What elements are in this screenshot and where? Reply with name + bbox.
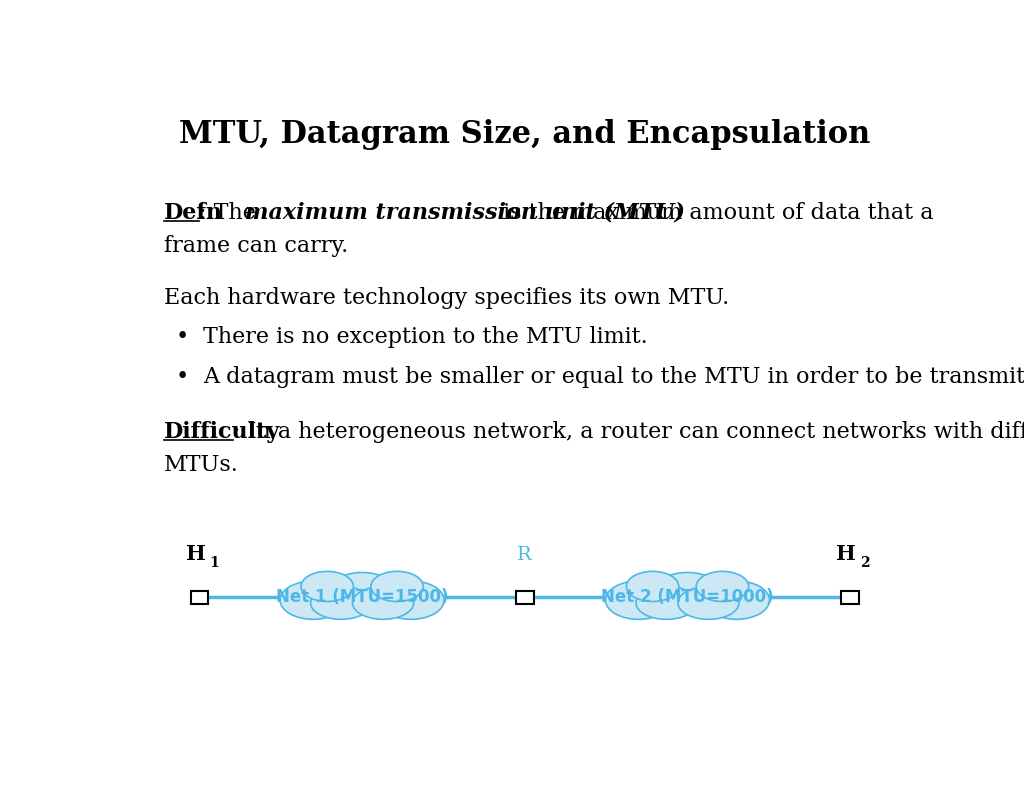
Text: : In a heterogeneous network, a router can connect networks with different: : In a heterogeneous network, a router c… bbox=[232, 421, 1024, 443]
Text: R: R bbox=[517, 546, 532, 564]
Ellipse shape bbox=[352, 586, 414, 619]
Text: •: • bbox=[176, 366, 188, 388]
Text: 1: 1 bbox=[210, 556, 219, 570]
Text: 2: 2 bbox=[860, 556, 870, 570]
Text: is the maximum amount of data that a: is the maximum amount of data that a bbox=[497, 202, 934, 224]
Ellipse shape bbox=[301, 571, 353, 601]
Text: : The: : The bbox=[199, 202, 262, 224]
Ellipse shape bbox=[652, 573, 722, 614]
Text: Each hardware technology specifies its own MTU.: Each hardware technology specifies its o… bbox=[164, 287, 729, 308]
Ellipse shape bbox=[378, 581, 444, 619]
Ellipse shape bbox=[371, 571, 423, 601]
Text: There is no exception to the MTU limit.: There is no exception to the MTU limit. bbox=[204, 327, 648, 348]
Ellipse shape bbox=[636, 586, 697, 619]
Ellipse shape bbox=[310, 586, 372, 619]
Text: MTU, Datagram Size, and Encapsulation: MTU, Datagram Size, and Encapsulation bbox=[179, 119, 870, 150]
Text: MTUs.: MTUs. bbox=[164, 454, 239, 476]
Ellipse shape bbox=[280, 581, 346, 619]
FancyBboxPatch shape bbox=[190, 591, 208, 604]
Ellipse shape bbox=[703, 581, 770, 619]
Text: H: H bbox=[185, 544, 206, 564]
Text: •: • bbox=[176, 327, 188, 348]
Ellipse shape bbox=[328, 573, 397, 614]
FancyBboxPatch shape bbox=[842, 591, 859, 604]
Text: Net 1 (MTU=1500): Net 1 (MTU=1500) bbox=[275, 589, 449, 607]
FancyBboxPatch shape bbox=[516, 591, 534, 604]
Text: Net 2 (MTU=1000): Net 2 (MTU=1000) bbox=[601, 589, 774, 607]
Text: Defn: Defn bbox=[164, 202, 222, 224]
Text: H: H bbox=[837, 544, 856, 564]
Text: maximum transmission unit (MTU): maximum transmission unit (MTU) bbox=[245, 202, 685, 224]
Ellipse shape bbox=[678, 586, 739, 619]
Text: A datagram must be smaller or equal to the MTU in order to be transmitted.: A datagram must be smaller or equal to t… bbox=[204, 366, 1024, 388]
Text: Difficulty: Difficulty bbox=[164, 421, 280, 443]
Text: frame can carry.: frame can carry. bbox=[164, 235, 348, 257]
Ellipse shape bbox=[627, 571, 679, 601]
Ellipse shape bbox=[696, 571, 749, 601]
Ellipse shape bbox=[605, 581, 672, 619]
